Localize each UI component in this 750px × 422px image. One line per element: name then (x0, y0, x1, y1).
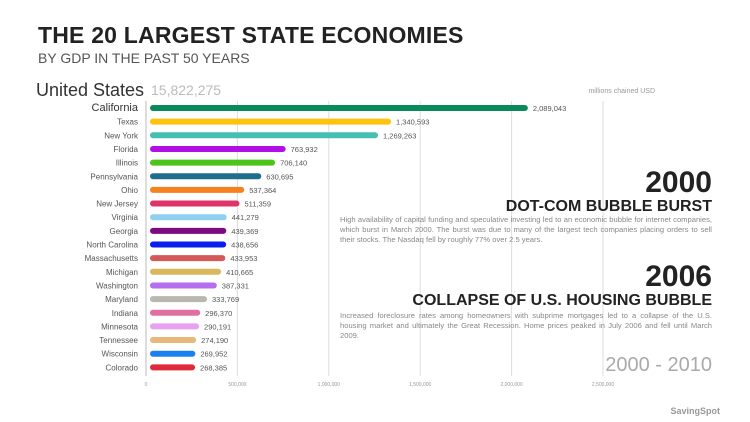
total-value: 15,822,275 (151, 82, 222, 98)
x-tick-label: 1,000,000 (318, 382, 340, 388)
category-label: Pennsylvania (90, 172, 138, 181)
category-label: Wisconsin (102, 350, 138, 359)
category-label: Tennessee (99, 336, 138, 345)
category-label: Minnesota (101, 322, 138, 331)
category-label: Texas (117, 118, 138, 127)
value-label: 333,769 (212, 295, 239, 304)
category-label: North Carolina (86, 241, 138, 250)
value-label: 269,952 (200, 350, 227, 359)
value-label: 268,385 (200, 363, 227, 372)
category-label: Florida (114, 145, 139, 154)
x-tick-label: 2,500,000 (592, 382, 614, 388)
value-label: 511,359 (244, 200, 271, 209)
event-heading: COLLAPSE OF U.S. HOUSING BUBBLE (412, 292, 712, 309)
value-label: 387,331 (222, 281, 249, 290)
category-label: New Jersey (96, 200, 138, 209)
category-label: Colorado (106, 363, 139, 372)
event-year: 2000 (645, 166, 712, 199)
value-label: 2,089,043 (533, 104, 566, 113)
event-heading: DOT-COM BUBBLE BURST (505, 198, 712, 215)
category-label: Ohio (121, 186, 138, 195)
value-label: 438,656 (231, 241, 258, 250)
category-label: Michigan (106, 268, 138, 277)
value-label: 433,953 (230, 254, 257, 263)
event-description: High availability of capital funding and… (340, 215, 712, 244)
value-label: 441,279 (232, 213, 259, 222)
x-tick-label: 2,000,000 (500, 382, 522, 388)
category-label: Indiana (112, 309, 139, 318)
value-label: 290,191 (204, 322, 231, 331)
x-tick-label: 500,000 (228, 382, 246, 388)
category-label: Maryland (105, 295, 138, 304)
category-label: Illinois (116, 159, 138, 168)
brand-logo: SavingSpot (670, 406, 720, 416)
category-label: Massachusetts (85, 254, 138, 263)
unit-label: millions chained USD (588, 88, 655, 95)
period-label: 2000 - 2010 (605, 354, 712, 376)
category-label: Virginia (111, 213, 138, 222)
value-label: 410,665 (226, 268, 253, 277)
value-label: 706,140 (280, 159, 307, 168)
value-label: 296,370 (205, 309, 232, 318)
chart-subtitle: BY GDP IN THE PAST 50 YEARS (38, 50, 250, 66)
value-label: 1,269,263 (383, 131, 416, 140)
value-label: 630,695 (266, 172, 293, 181)
value-label: 537,364 (249, 186, 276, 195)
category-label: Washington (96, 281, 138, 290)
category-label: California (92, 102, 139, 114)
value-label: 439,369 (231, 227, 258, 236)
chart-title: THE 20 LARGEST STATE ECONOMIES (38, 22, 464, 48)
category-label: Georgia (110, 227, 139, 236)
total-label: United States (36, 80, 145, 100)
event-2006: 2006 COLLAPSE OF U.S. HOUSING BUBBLE (412, 262, 712, 310)
x-tick-label: 1,500,000 (409, 382, 431, 388)
value-label: 1,340,593 (396, 118, 429, 127)
event-description: Increased foreclosure rates among homeow… (340, 311, 712, 340)
value-label: 274,190 (201, 336, 228, 345)
event-year: 2006 (645, 260, 712, 293)
value-label: 763,932 (291, 145, 318, 154)
event-2000: 2000 DOT-COM BUBBLE BURST (506, 168, 712, 216)
category-label: New York (104, 131, 139, 140)
x-tick-label: 0 (145, 382, 148, 388)
